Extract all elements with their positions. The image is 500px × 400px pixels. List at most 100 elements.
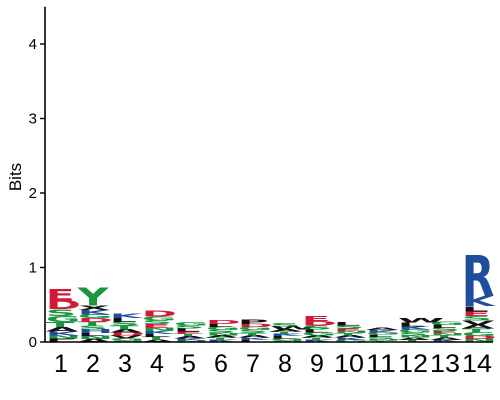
logo-letter: L [238,339,265,343]
logo-letter: L [142,333,169,338]
logo-letter: A [430,337,464,341]
logo-letter: E [302,315,331,323]
logo-letter: D [302,320,337,327]
logo-letter: L [430,324,457,329]
logo-letter: A [110,329,144,334]
logo-letter: K [462,294,497,310]
logo-letter: V [110,335,144,340]
logo-letter: T [462,328,491,334]
logo-letter: K [430,339,465,343]
x-tick-label: 4 [150,350,164,378]
logo-letter: T [174,333,204,337]
x-tick-label: 14 [462,350,492,378]
logo-letter: G [78,314,113,320]
logo-stacks: LPNKATGSDEANLHSTDGKXYNGVDATSLKATLKNESGDN… [46,244,497,343]
x-tick-label: 2 [86,350,100,378]
logo-letter: G [430,321,465,326]
logo-letter: T [398,339,428,343]
logo-letter: G [270,338,305,342]
logo-letter: K [238,337,273,341]
logo-letter: S [302,325,333,331]
logo-letter: A [142,339,176,343]
logo-letter: X [78,305,111,312]
logo-column-1: LPNKATGSDE [46,285,81,343]
logo-letter: S [430,327,461,332]
logo-letter: W [398,317,445,324]
logo-letter: S [206,329,237,334]
logo-letter: G [302,332,337,337]
logo-letter: L [462,305,489,313]
logo-letter: R [462,244,495,309]
y-tick-label: 0 [29,334,37,351]
y-tick-label: 2 [29,185,37,202]
logo-letter: N [398,335,433,339]
logo-column-11: TNSLGKA [366,327,401,342]
x-tick-label: 3 [118,350,132,378]
logo-letter: S [270,323,301,328]
logo-letter: T [302,337,332,341]
logo-letter: Y [77,284,110,312]
logo-letter: A [78,338,112,343]
logo-letter: K [110,313,145,320]
x-tick-label: 13 [430,350,460,378]
logo-letter: S [366,336,397,340]
logo-letter: S [142,320,173,326]
logo-letter: G [174,322,209,327]
x-tick-label: 9 [310,350,324,378]
logo-letter: A [206,335,240,339]
logo-letter: S [398,332,429,337]
x-tick-label: 7 [246,350,260,378]
logo-letter: E [334,328,363,332]
logo-letter: K [398,326,433,331]
logo-letter: L [366,334,393,338]
logo-letter: E [142,323,171,329]
logo-letter: A [334,335,368,339]
logo-letter: S [78,325,109,331]
logo-letter: H [78,328,113,334]
logo-letter: S [462,315,493,322]
logo-letter: E [462,310,491,317]
x-tick-label: 10 [334,350,364,378]
logo-letter: D [110,332,145,337]
y-tick-label: 4 [29,36,37,53]
logo-letter: N [206,333,241,337]
logo-letter: L [174,328,201,333]
logo-letter: G [366,332,401,336]
logo-letter: L [334,322,361,327]
logo-letter: K [270,333,305,337]
logo-letter: T [142,336,172,341]
logo-letter: S [334,325,365,330]
logo-letter: T [270,331,300,335]
logo-letter: T [78,321,107,327]
logo-letter: T [110,325,139,331]
logo-letter: A [302,335,336,339]
logo-letter: D [78,317,113,323]
logo-letter: G [398,329,433,334]
logo-letter: T [238,333,268,337]
logo-letter: P [238,319,269,326]
logo-letter: N [46,335,81,340]
logo-letter: L [206,323,233,328]
logo-letter: E [430,330,459,334]
logo-letter: A [46,326,80,333]
logo-letter: E [46,285,75,304]
logo-letter: T [206,337,236,341]
logo-letter: L [302,329,329,334]
logo-letter: N [334,330,369,334]
logo-letter: K [334,337,369,341]
logo-letter: K [142,330,177,335]
x-tick-label: 6 [214,350,228,378]
logo-letter: L [110,317,137,323]
y-tick-label: 3 [29,111,37,128]
x-tick-label: 11 [366,350,396,378]
logo-letter: G [142,316,177,322]
logo-letter: S [110,321,141,327]
logo-letter: D [206,320,241,326]
logo-letter: G [206,326,241,331]
logo-letter: N [462,338,497,343]
